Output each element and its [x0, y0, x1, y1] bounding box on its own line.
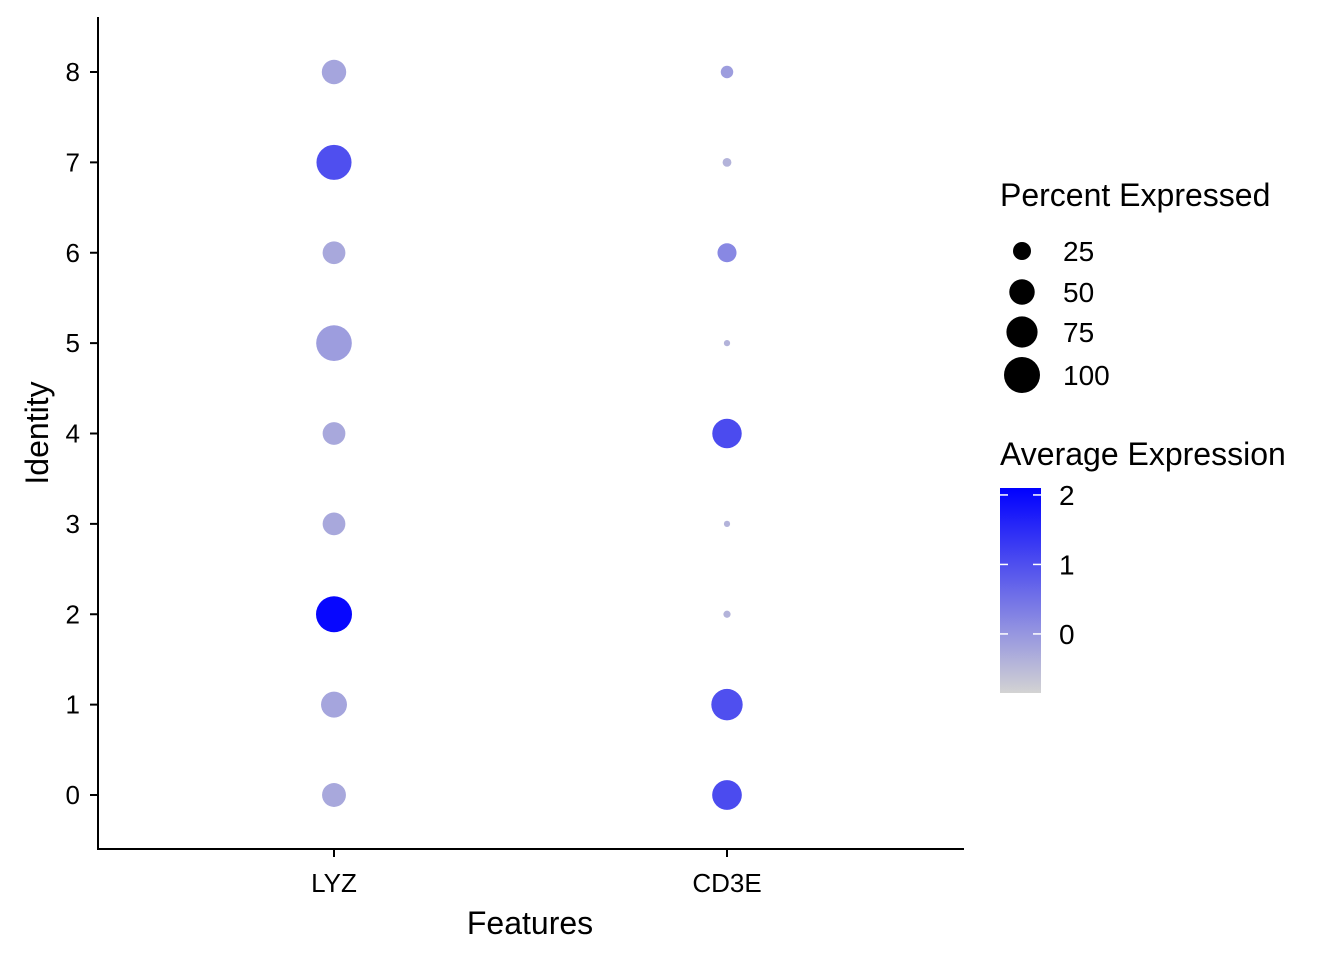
x-tick-label: CD3E — [692, 868, 761, 898]
dot-cd3e-6 — [717, 243, 737, 263]
dot-lyz-7 — [316, 144, 352, 180]
y-ticks: 0 1 2 3 4 5 6 7 8 — [66, 57, 98, 810]
dot-cd3e-8 — [720, 65, 734, 79]
size-legend: 25 50 75 100 — [1004, 236, 1110, 393]
color-legend-label: 2 — [1059, 480, 1075, 511]
y-tick-label: 5 — [66, 328, 80, 358]
y-tick-label: 3 — [66, 509, 80, 539]
size-legend-title: Percent Expressed — [1000, 177, 1270, 213]
size-legend-key — [1013, 242, 1031, 260]
dot-lyz-5 — [316, 325, 352, 361]
x-tick-label: LYZ — [311, 868, 357, 898]
color-legend-title: Average Expression — [1000, 436, 1286, 472]
y-tick-label: 8 — [66, 57, 80, 87]
y-tick-label: 7 — [66, 147, 80, 177]
y-tick-label: 2 — [66, 599, 80, 629]
dot-cd3e-5 — [723, 340, 731, 347]
y-tick-label: 1 — [66, 690, 80, 720]
size-legend-label: 25 — [1063, 236, 1094, 267]
color-legend-label: 1 — [1059, 549, 1075, 580]
dot-cd3e-4 — [712, 418, 742, 449]
size-legend-key — [1004, 357, 1040, 393]
y-tick-label: 4 — [66, 419, 80, 449]
dot-cd3e-0 — [712, 780, 742, 810]
y-axis-title: Identity — [19, 381, 55, 484]
color-legend-ticks: 0 1 2 — [1000, 480, 1075, 650]
y-tick-label: 0 — [66, 780, 80, 810]
color-legend-label: 0 — [1059, 619, 1075, 650]
size-legend-label: 100 — [1063, 360, 1110, 391]
dot-lyz-8 — [321, 59, 347, 85]
color-legend-bar — [1000, 488, 1041, 693]
dot-lyz-2 — [316, 596, 352, 633]
dot-lyz-6 — [322, 241, 346, 265]
dot-cd3e-3 — [723, 520, 731, 527]
size-legend-key — [1006, 316, 1038, 348]
dot-cd3e-1 — [711, 688, 743, 721]
x-ticks: LYZ CD3E — [311, 849, 762, 898]
dot-lyz-0 — [322, 783, 346, 807]
size-legend-label: 50 — [1063, 277, 1094, 308]
dot-lyz-3 — [322, 512, 346, 536]
dot-cd3e-7 — [722, 157, 732, 167]
data-points — [316, 59, 743, 810]
size-legend-key — [1009, 279, 1035, 305]
size-legend-label: 75 — [1063, 317, 1094, 348]
dot-lyz-4 — [322, 422, 346, 445]
y-tick-label: 6 — [66, 238, 80, 268]
dot-cd3e-2 — [723, 610, 731, 618]
x-axis-title: Features — [467, 905, 593, 941]
dot-lyz-1 — [321, 691, 347, 718]
